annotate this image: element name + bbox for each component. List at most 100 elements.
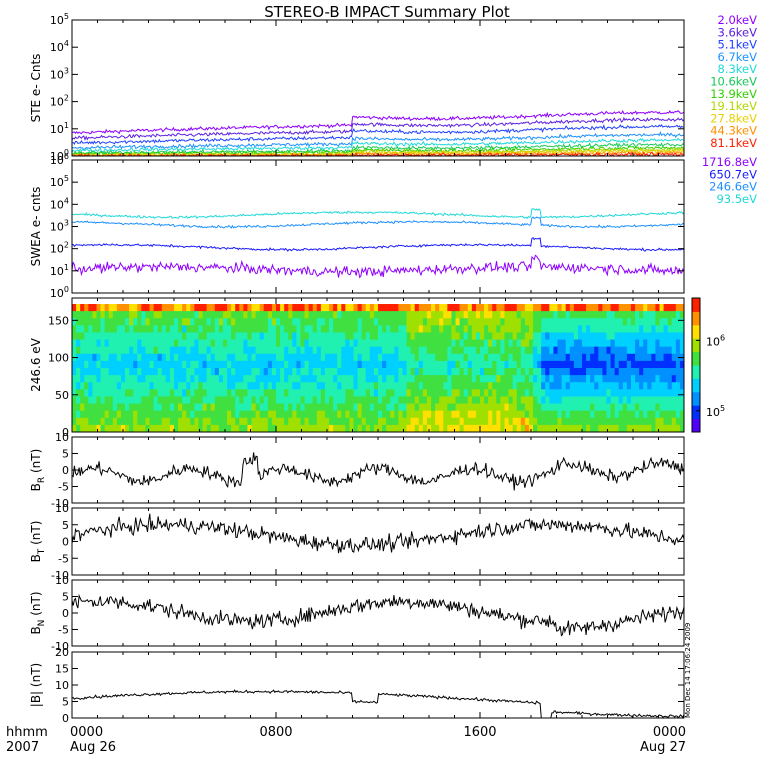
pad-cell xyxy=(194,375,199,383)
pad-cell xyxy=(443,417,448,426)
pad-cell xyxy=(557,389,562,397)
pad-cell xyxy=(157,368,163,376)
pad-cell xyxy=(418,417,424,426)
pad-cell xyxy=(553,346,558,355)
pad-cell xyxy=(251,396,256,404)
pad-cell xyxy=(92,304,97,312)
pad-cell xyxy=(455,368,460,376)
pad-cell xyxy=(247,339,252,348)
pad-cell xyxy=(410,382,416,390)
pad-cell xyxy=(512,360,518,369)
pad-cell xyxy=(186,325,191,333)
pad-cell xyxy=(190,368,195,376)
pad-cell xyxy=(594,368,599,376)
colorbar-tick-label: 105 xyxy=(706,404,725,419)
pad-cell xyxy=(524,410,530,419)
pad-cell xyxy=(292,396,297,404)
pad-cell xyxy=(459,360,465,369)
pad-cell xyxy=(369,325,375,333)
pad-cell xyxy=(569,382,575,390)
pad-cell xyxy=(337,353,342,362)
pad-cell xyxy=(165,353,171,362)
pad-cell xyxy=(520,325,526,333)
pad-cell xyxy=(618,382,624,390)
pad-cell xyxy=(251,304,256,312)
pad-cell xyxy=(480,360,485,369)
pad-cell xyxy=(659,332,664,340)
pad-cell xyxy=(561,311,567,319)
pad-cell xyxy=(565,424,571,433)
bmag-ylabel: |B| (nT) xyxy=(29,663,43,707)
pad-cell xyxy=(104,396,110,404)
pad-cell xyxy=(227,318,232,326)
pad-cell xyxy=(671,346,677,355)
pad-cell xyxy=(382,417,387,426)
pad-cell xyxy=(663,382,669,390)
pad-cell xyxy=(508,339,514,348)
pad-cell xyxy=(320,304,326,312)
pad-cell xyxy=(577,318,583,326)
pad-cell xyxy=(178,389,183,397)
pad-cell xyxy=(606,403,611,412)
pad-cell xyxy=(426,339,432,348)
pad-cell xyxy=(218,325,224,333)
pad-cell xyxy=(467,368,473,376)
pad-cell xyxy=(500,304,505,312)
pad-cell xyxy=(651,396,656,404)
pad-cell xyxy=(675,396,681,404)
pad-cell xyxy=(602,417,607,426)
pad-cell xyxy=(292,403,297,412)
pad-cell xyxy=(679,360,685,369)
pad-cell xyxy=(369,304,375,312)
pad-cell xyxy=(533,410,538,419)
pad-cell xyxy=(304,332,310,340)
pad-cell xyxy=(108,382,114,390)
pad-cell xyxy=(153,389,159,397)
pad-cell xyxy=(402,332,407,340)
pad-cell xyxy=(280,311,285,319)
pad-cell xyxy=(157,396,163,404)
pad-cell xyxy=(459,417,465,426)
pad-cell xyxy=(590,396,595,404)
pad-cell xyxy=(431,410,436,419)
pad-cell xyxy=(667,368,673,376)
pad-cell xyxy=(129,410,134,419)
pad-cell xyxy=(288,318,293,326)
pad-cell xyxy=(549,417,554,426)
pad-cell xyxy=(643,403,648,412)
pad-cell xyxy=(480,332,485,340)
pad-cell xyxy=(324,375,330,383)
pad-cell xyxy=(545,417,550,426)
pad-cell xyxy=(639,396,644,404)
pad-cell xyxy=(475,382,481,390)
pad-cell xyxy=(320,396,326,404)
pad-cell xyxy=(406,360,412,369)
pad-cell xyxy=(280,304,285,312)
pad-cell xyxy=(206,396,212,404)
pad-cell xyxy=(422,332,428,340)
pad-cell xyxy=(647,396,652,404)
pad-cell xyxy=(231,311,236,319)
pad-cell xyxy=(659,389,664,397)
pad-cell xyxy=(549,304,554,312)
pad-cell xyxy=(149,346,154,355)
pad-cell xyxy=(353,396,358,404)
pad-cell xyxy=(149,424,154,433)
pad-cell xyxy=(239,424,244,433)
pad-cell xyxy=(324,325,330,333)
pad-cell xyxy=(447,353,452,362)
pad-cell xyxy=(390,389,395,397)
ste-y-tick-label: 101 xyxy=(50,121,69,136)
pad-cell xyxy=(178,424,183,433)
pad-cell xyxy=(635,375,640,383)
pad-cell xyxy=(455,318,460,326)
pad-cell xyxy=(524,353,530,362)
pad-cell xyxy=(410,346,416,355)
pad-cell xyxy=(284,332,289,340)
pad-cell xyxy=(276,410,281,419)
pad-cell xyxy=(524,311,530,319)
pad-cell xyxy=(300,353,305,362)
pad-cell xyxy=(537,353,542,362)
pad-cell xyxy=(84,325,89,333)
pad-cell xyxy=(610,304,616,312)
